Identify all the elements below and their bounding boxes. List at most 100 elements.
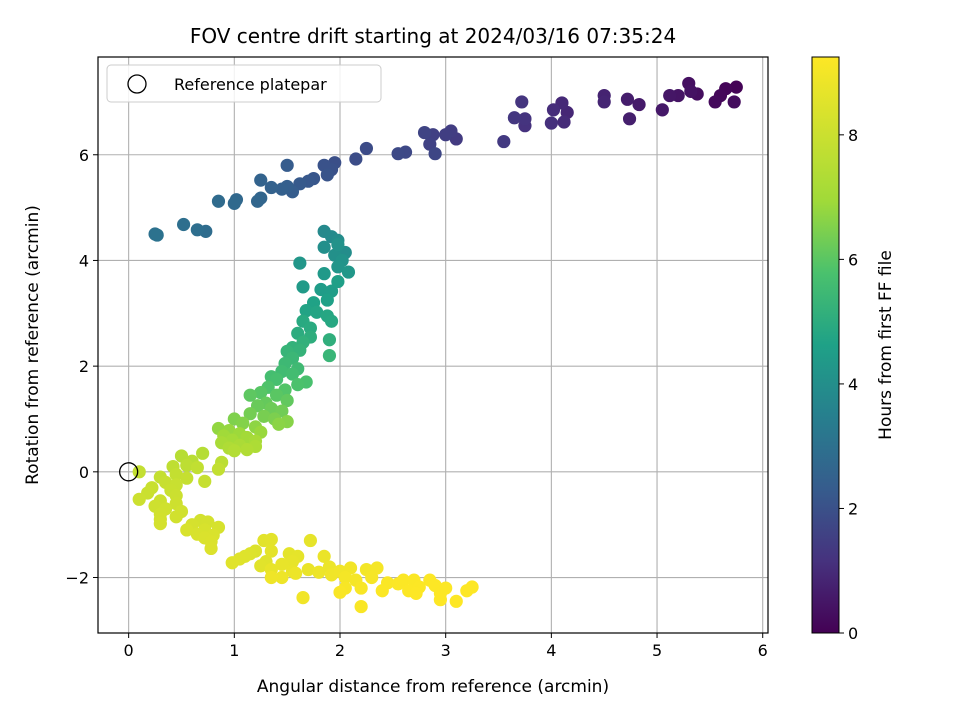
data-points: [132, 76, 743, 614]
colorbar-tick-label: 4: [848, 375, 858, 394]
data-point: [303, 533, 318, 548]
y-tick-label: 6: [79, 146, 89, 165]
data-point: [320, 293, 334, 307]
data-point: [391, 147, 405, 161]
data-point: [396, 573, 411, 587]
data-point: [280, 158, 294, 172]
data-point: [169, 510, 183, 524]
data-point: [433, 593, 447, 607]
data-point: [333, 585, 347, 599]
data-point: [322, 348, 337, 363]
data-point: [169, 467, 183, 482]
data-point: [269, 372, 284, 386]
x-tick-label: 5: [652, 641, 662, 660]
data-point: [375, 584, 389, 598]
data-point: [317, 267, 331, 281]
data-point: [729, 80, 743, 94]
colorbar-tick-label: 2: [848, 499, 858, 518]
data-point: [449, 594, 463, 608]
data-point: [497, 134, 511, 149]
data-point: [196, 446, 210, 460]
data-point: [257, 409, 271, 423]
data-point: [204, 541, 218, 556]
data-point: [243, 388, 257, 402]
data-point: [317, 549, 331, 563]
data-point: [622, 112, 637, 126]
colorbar: 0 2 4 6 8 Hours from first FF file: [811, 56, 896, 643]
data-point: [275, 557, 289, 571]
data-point: [507, 111, 521, 125]
reference-marker-icon: [127, 74, 147, 94]
colorbar-tick-label: 0: [848, 624, 858, 643]
data-point: [428, 147, 442, 161]
data-point: [663, 88, 677, 103]
colorbar-tick-label: 6: [848, 250, 858, 269]
data-point: [190, 223, 204, 237]
data-point: [240, 443, 254, 457]
colorbar-ticks: 0 2 4 6 8: [839, 126, 858, 643]
y-tick-label: −2: [65, 569, 89, 588]
data-point: [264, 544, 278, 558]
data-point: [254, 173, 268, 187]
data-point: [227, 196, 241, 210]
data-point: [354, 581, 368, 595]
data-point: [349, 152, 363, 166]
data-point: [301, 562, 315, 577]
data-point: [289, 566, 303, 580]
legend: Reference platepar: [106, 64, 382, 103]
data-point: [684, 84, 698, 98]
data-point: [518, 112, 532, 126]
data-point: [275, 182, 289, 196]
data-point: [417, 125, 432, 140]
data-point: [365, 570, 379, 585]
x-axis-label: Angular distance from reference (arcmin): [257, 677, 609, 697]
data-point: [180, 523, 194, 537]
data-point: [236, 416, 250, 430]
data-point: [331, 260, 345, 274]
x-tick-label: 6: [758, 641, 768, 660]
data-point: [296, 280, 310, 294]
data-point: [632, 97, 646, 112]
data-point: [198, 474, 212, 488]
data-point: [254, 385, 268, 400]
data-point: [190, 460, 204, 475]
data-point: [132, 492, 146, 506]
data-point: [317, 240, 331, 254]
colorbar-label: Hours from first FF file: [876, 250, 896, 440]
data-point: [225, 556, 239, 570]
colorbar-tick-label: 8: [848, 126, 858, 145]
data-point: [620, 92, 635, 106]
data-point: [285, 367, 300, 381]
reference-platepar-marker: [118, 462, 139, 482]
data-point: [439, 128, 453, 142]
data-point: [312, 565, 326, 579]
chart-title: FOV centre drift starting at 2024/03/16 …: [190, 24, 676, 48]
y-tick-label: 4: [79, 251, 89, 270]
data-point: [293, 256, 307, 270]
data-point: [597, 95, 611, 109]
x-tick-label: 4: [546, 641, 556, 660]
axis-ticks: 0 1 2 3 4 5 6 −2 0 2 4 6: [65, 146, 767, 660]
data-point: [299, 304, 313, 318]
data-point: [310, 305, 324, 319]
data-point: [227, 444, 241, 458]
x-tick-label: 3: [441, 641, 451, 660]
data-point: [439, 581, 453, 595]
data-point: [272, 417, 286, 431]
data-point: [359, 141, 374, 156]
legend-label: Reference platepar: [174, 75, 327, 94]
legend-box: [106, 64, 382, 103]
data-point: [176, 217, 191, 232]
data-point: [264, 180, 278, 195]
data-point: [515, 95, 529, 109]
data-point: [291, 378, 305, 392]
data-point: [320, 168, 334, 182]
data-point: [180, 458, 194, 473]
grid-lines: [98, 57, 768, 633]
data-point: [153, 517, 167, 531]
data-point: [354, 599, 368, 614]
data-point: [544, 116, 558, 130]
data-point: [150, 228, 164, 242]
data-point: [132, 465, 146, 479]
